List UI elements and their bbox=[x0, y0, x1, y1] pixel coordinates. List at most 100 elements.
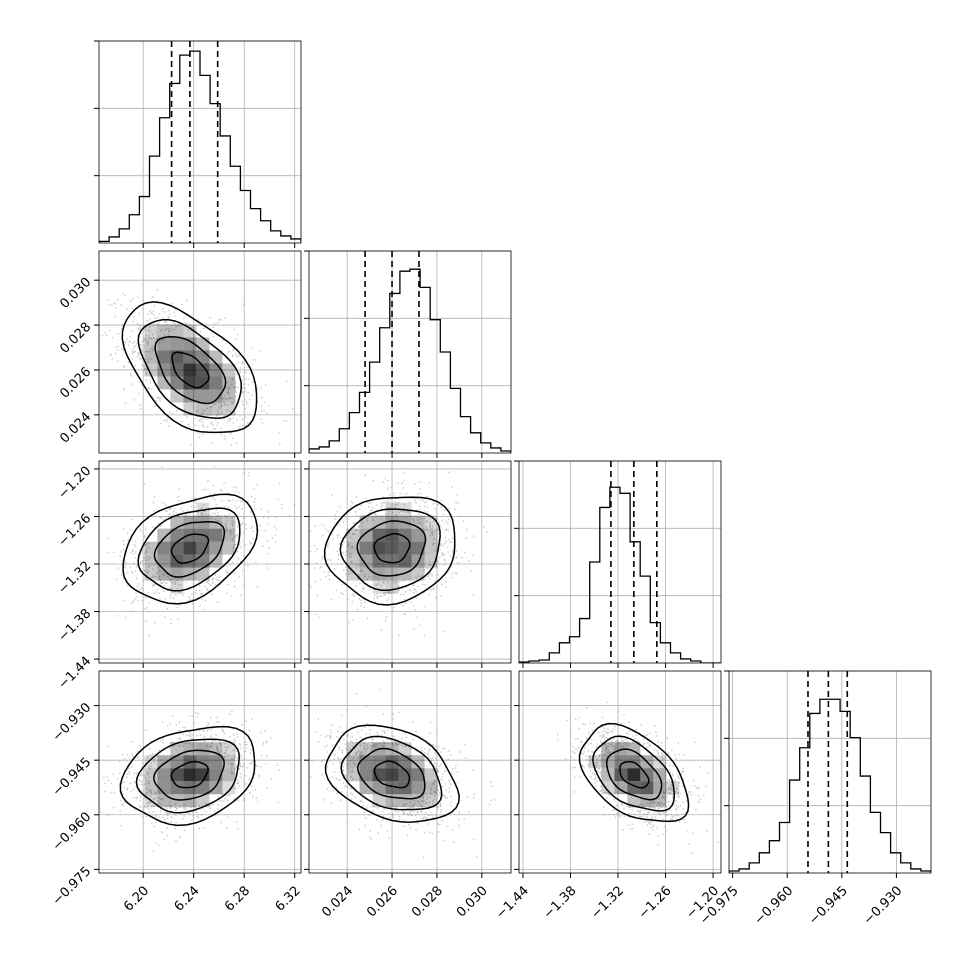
density-cell bbox=[614, 755, 628, 769]
contour-level-2 bbox=[154, 336, 227, 405]
density-cell bbox=[614, 742, 628, 756]
density-cell bbox=[157, 794, 171, 808]
density-cell bbox=[144, 541, 158, 555]
density-cell bbox=[411, 794, 425, 808]
x-tick-label: 6.32 bbox=[273, 883, 304, 914]
contour-level-1 bbox=[170, 533, 210, 564]
density-cell bbox=[411, 541, 425, 555]
panel-frame bbox=[308, 670, 512, 874]
y-tick-label: −1.38 bbox=[56, 606, 95, 645]
panel-frame bbox=[308, 250, 512, 454]
histogram-3 bbox=[519, 486, 721, 663]
density-cell bbox=[183, 515, 197, 529]
x-tick-label: −0.945 bbox=[806, 883, 851, 928]
density-cell bbox=[196, 567, 210, 581]
panel-frame bbox=[728, 670, 932, 874]
density-cell bbox=[196, 502, 210, 516]
contour-level-1 bbox=[373, 532, 411, 564]
density-cell bbox=[157, 755, 171, 769]
contour-level-2 bbox=[605, 748, 663, 801]
density-cell bbox=[209, 528, 223, 542]
density-cell bbox=[372, 755, 386, 769]
density-cell bbox=[398, 768, 412, 782]
density-cell bbox=[372, 781, 386, 795]
density-cell bbox=[157, 337, 171, 351]
density-cell bbox=[398, 541, 412, 555]
contour-level-3 bbox=[339, 508, 441, 591]
density-cell bbox=[183, 541, 197, 555]
density-cell bbox=[196, 768, 210, 782]
density-cell bbox=[144, 781, 158, 795]
contour-level-3 bbox=[135, 738, 240, 814]
density-cell bbox=[424, 541, 438, 555]
density-cell bbox=[346, 768, 360, 782]
panel-frame bbox=[308, 460, 512, 664]
density-cell bbox=[359, 554, 373, 568]
density-cell bbox=[385, 768, 399, 782]
density-cell bbox=[196, 541, 210, 555]
density-cell bbox=[222, 528, 236, 542]
panel-frame bbox=[98, 250, 302, 454]
density-cell bbox=[346, 528, 360, 542]
density-cell bbox=[222, 363, 236, 377]
density-cell bbox=[144, 324, 158, 338]
density-cell bbox=[346, 567, 360, 581]
x-tick-label: 0.026 bbox=[364, 883, 401, 920]
contour-level-3 bbox=[137, 319, 243, 420]
density-cell bbox=[411, 755, 425, 769]
density-cell bbox=[183, 363, 197, 377]
contour-level-4 bbox=[122, 493, 259, 605]
histogram-panel-3 bbox=[514, 460, 722, 668]
density-panel-3-1: −1.44 −1.38 −1.32 −1.26 −1.20 bbox=[56, 460, 302, 693]
density-cell bbox=[157, 324, 171, 338]
density-cell bbox=[170, 580, 184, 594]
contour-level-2 bbox=[356, 520, 427, 577]
density-cell bbox=[157, 768, 171, 782]
density-cell bbox=[144, 768, 158, 782]
density-cell bbox=[359, 515, 373, 529]
contour-level-1 bbox=[171, 351, 210, 389]
histogram-panel-1 bbox=[94, 40, 302, 248]
density-cell bbox=[209, 781, 223, 795]
y-tick-label: −1.20 bbox=[56, 464, 95, 503]
panel-frame bbox=[98, 460, 302, 664]
y-tick-label: −0.930 bbox=[50, 700, 95, 745]
density-cell bbox=[398, 528, 412, 542]
density-cell bbox=[359, 742, 373, 756]
density-panel-4-1: 6.20 6.24 6.28 6.32 −0.975 −0.960 −0.945 −0.930 bbox=[50, 670, 304, 915]
y-tick-label: −1.26 bbox=[56, 511, 95, 550]
contour-level-4 bbox=[119, 725, 256, 827]
density-cell bbox=[183, 768, 197, 782]
density-cell bbox=[170, 376, 184, 390]
density-cell bbox=[601, 781, 615, 795]
contour-level-3 bbox=[340, 735, 443, 811]
density-cell bbox=[209, 554, 223, 568]
y-tick-label: −0.975 bbox=[50, 864, 95, 909]
density-cell bbox=[222, 402, 236, 416]
density-cell bbox=[222, 755, 236, 769]
density-cell bbox=[222, 541, 236, 555]
contour-level-2 bbox=[153, 749, 225, 801]
density-cell bbox=[359, 541, 373, 555]
density-cell bbox=[424, 528, 438, 542]
density-panel-4-2: 0.024 0.026 0.028 0.030 bbox=[304, 670, 512, 920]
panel-frame bbox=[98, 670, 302, 874]
density-cell bbox=[222, 742, 236, 756]
density-cell bbox=[398, 794, 412, 808]
density-cell bbox=[385, 528, 399, 542]
density-cell bbox=[170, 528, 184, 542]
x-tick-label: −1.44 bbox=[493, 883, 532, 922]
density-cell bbox=[209, 755, 223, 769]
density-cell bbox=[196, 794, 210, 808]
y-tick-label: 0.024 bbox=[57, 410, 94, 447]
contour-level-4 bbox=[578, 722, 690, 823]
y-tick-label: 0.026 bbox=[57, 365, 94, 402]
histogram-panel-2 bbox=[304, 250, 512, 458]
density-cell bbox=[411, 567, 425, 581]
density-cell bbox=[157, 350, 171, 364]
contour-level-4 bbox=[324, 724, 460, 823]
density-cell bbox=[209, 389, 223, 403]
density-cell bbox=[209, 402, 223, 416]
density-cell bbox=[222, 515, 236, 529]
